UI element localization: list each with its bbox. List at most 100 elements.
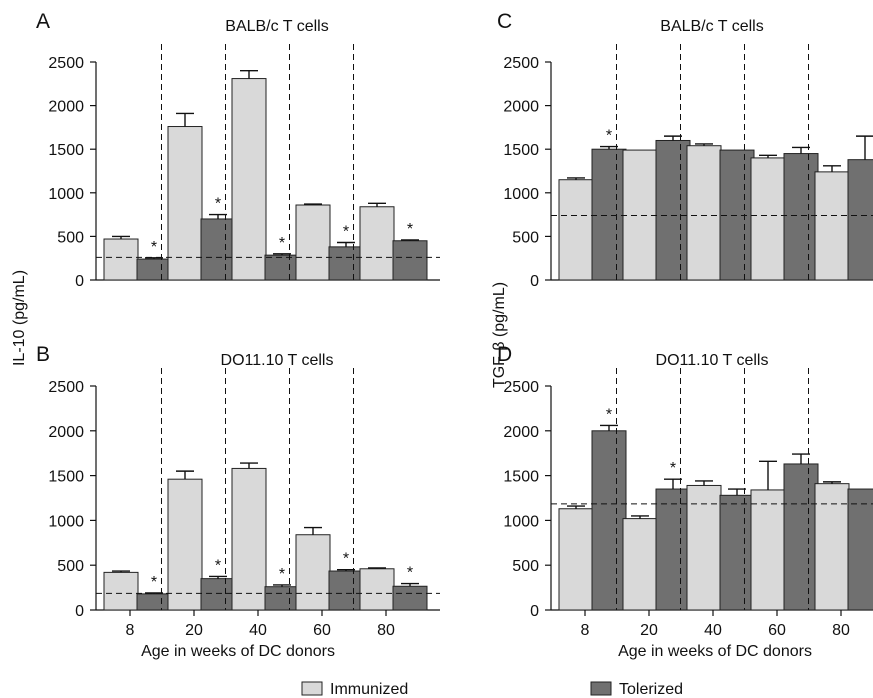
x-tick-label-b-80: 80 [377, 622, 395, 639]
y-tick-label-a-1: 500 [57, 229, 84, 246]
significance-star-d-20: * [670, 460, 676, 477]
panel-d: D DO11.10 T cells 0 500 1000 1500 2000 2500 * 8 * 2… [497, 343, 873, 639]
significance-star-b-20: * [215, 557, 221, 574]
bar-d-immunized-20 [622, 518, 658, 611]
bar-b-tolerized-80 [392, 585, 428, 611]
panel-title-d: DO11.10 T cells [656, 352, 769, 369]
y-tick-label-b-4: 2000 [48, 424, 84, 441]
panel-c: C BALB/c T cells 0 500 1000 1500 2000 2500 * [497, 10, 873, 290]
bar-c-immunized-80 [814, 171, 850, 281]
bar-b-tolerized-40 [264, 586, 300, 611]
legend: Immunized Tolerized [301, 681, 683, 698]
x-tick-label-d-40: 40 [704, 622, 722, 639]
bar-b-tolerized-60 [328, 570, 364, 611]
panel-letter-c: C [497, 10, 512, 33]
y-tick-label-c-5: 2500 [503, 55, 539, 72]
legend-label-immunized: Immunized [330, 681, 408, 698]
bar-c-tolerized-80 [847, 159, 873, 281]
bar-b-immunized-80 [359, 568, 395, 611]
y-tick-label-c-4: 2000 [503, 99, 539, 116]
significance-star-c-8: * [606, 128, 612, 145]
legend-swatch-immunized [301, 681, 323, 696]
y-tick-label-a-5: 2500 [48, 55, 84, 72]
significance-star-b-80: * [407, 565, 413, 582]
left-x-axis-title: Age in weeks of DC donors [141, 643, 335, 660]
y-tick-label-b-0: 0 [75, 603, 84, 620]
bar-a-tolerized-40 [264, 254, 300, 281]
bar-d-tolerized-20 [655, 488, 691, 611]
bar-d-immunized-80 [814, 483, 850, 611]
bar-c-tolerized-60 [783, 153, 819, 281]
y-tick-label-a-4: 2000 [48, 99, 84, 116]
x-tick-label-d-80: 80 [832, 622, 850, 639]
bar-a-immunized-8 [103, 238, 139, 281]
bar-b-immunized-60 [295, 534, 331, 611]
panel-a: A BALB/c T cells 0 500 1000 1500 2000 2500 * * * * * [36, 10, 440, 290]
x-tick-label-b-20: 20 [185, 622, 203, 639]
x-tick-label-b-60: 60 [313, 622, 331, 639]
significance-star-b-60: * [343, 551, 349, 568]
x-tick-label-d-60: 60 [768, 622, 786, 639]
bar-b-tolerized-20 [200, 578, 236, 611]
significance-star-a-20: * [215, 196, 221, 213]
panel-title-c: BALB/c T cells [660, 18, 763, 35]
significance-star-a-60: * [343, 224, 349, 241]
x-tick-label-b-8: 8 [126, 622, 135, 639]
bar-b-immunized-8 [103, 571, 139, 611]
bar-c-immunized-40 [686, 145, 722, 281]
y-tick-label-d-3: 1500 [503, 469, 539, 486]
panel-letter-b: B [36, 343, 50, 366]
bar-a-immunized-80 [359, 206, 395, 281]
panel-title-a: BALB/c T cells [225, 18, 328, 35]
bar-a-tolerized-8 [136, 258, 172, 281]
significance-star-a-8: * [151, 239, 157, 256]
bar-c-tolerized-20 [655, 139, 691, 281]
bar-d-tolerized-60 [783, 463, 819, 611]
y-tick-label-b-2: 1000 [48, 513, 84, 530]
bar-b-tolerized-8 [136, 593, 172, 611]
bar-c-immunized-60 [750, 157, 786, 281]
x-tick-label-d-20: 20 [640, 622, 658, 639]
bar-b-immunized-40 [231, 467, 267, 611]
panel-letter-a: A [36, 10, 50, 33]
bar-b-immunized-20 [167, 478, 203, 611]
y-tick-label-a-3: 1500 [48, 142, 84, 159]
y-tick-label-c-0: 0 [530, 273, 539, 290]
panel-letter-d: D [497, 343, 512, 366]
bar-a-immunized-60 [295, 204, 331, 281]
y-tick-label-a-0: 0 [75, 273, 84, 290]
y-tick-label-d-5: 2500 [503, 379, 539, 396]
bar-a-immunized-20 [167, 126, 203, 281]
y-tick-label-d-4: 2000 [503, 424, 539, 441]
x-tick-label-d-8: 8 [581, 622, 590, 639]
legend-swatch-tolerized [590, 681, 612, 696]
right-x-axis-title: Age in weeks of DC donors [618, 643, 812, 660]
y-tick-label-a-2: 1000 [48, 186, 84, 203]
bar-d-tolerized-40 [719, 494, 755, 611]
right-y-axis-title: TGF-β (pg/mL) [491, 282, 508, 388]
left-y-axis-title: IL-10 (pg/mL) [11, 270, 28, 366]
bar-a-immunized-40 [231, 78, 267, 281]
significance-star-d-8: * [606, 406, 612, 423]
y-tick-label-d-2: 1000 [503, 513, 539, 530]
bar-d-tolerized-8 [591, 430, 627, 611]
bar-a-tolerized-80 [392, 240, 428, 281]
significance-star-a-40: * [279, 235, 285, 252]
significance-star-a-80: * [407, 221, 413, 238]
significance-star-b-40: * [279, 566, 285, 583]
panel-b: B DO11.10 T cells 0 500 1000 1500 2000 2500 * 8 * 2… [36, 343, 440, 639]
bar-d-immunized-8 [558, 508, 594, 611]
panel-title-b: DO11.10 T cells [221, 352, 334, 369]
bar-a-tolerized-60 [328, 246, 364, 281]
y-tick-label-b-3: 1500 [48, 469, 84, 486]
bar-d-immunized-60 [750, 489, 786, 611]
y-tick-label-b-5: 2500 [48, 379, 84, 396]
bar-c-tolerized-8 [591, 148, 627, 281]
bar-a-tolerized-20 [200, 218, 236, 281]
legend-label-tolerized: Tolerized [619, 681, 683, 698]
significance-star-b-8: * [151, 574, 157, 591]
x-tick-label-b-40: 40 [249, 622, 267, 639]
y-tick-label-d-1: 500 [512, 558, 539, 575]
bar-d-immunized-40 [686, 484, 722, 611]
